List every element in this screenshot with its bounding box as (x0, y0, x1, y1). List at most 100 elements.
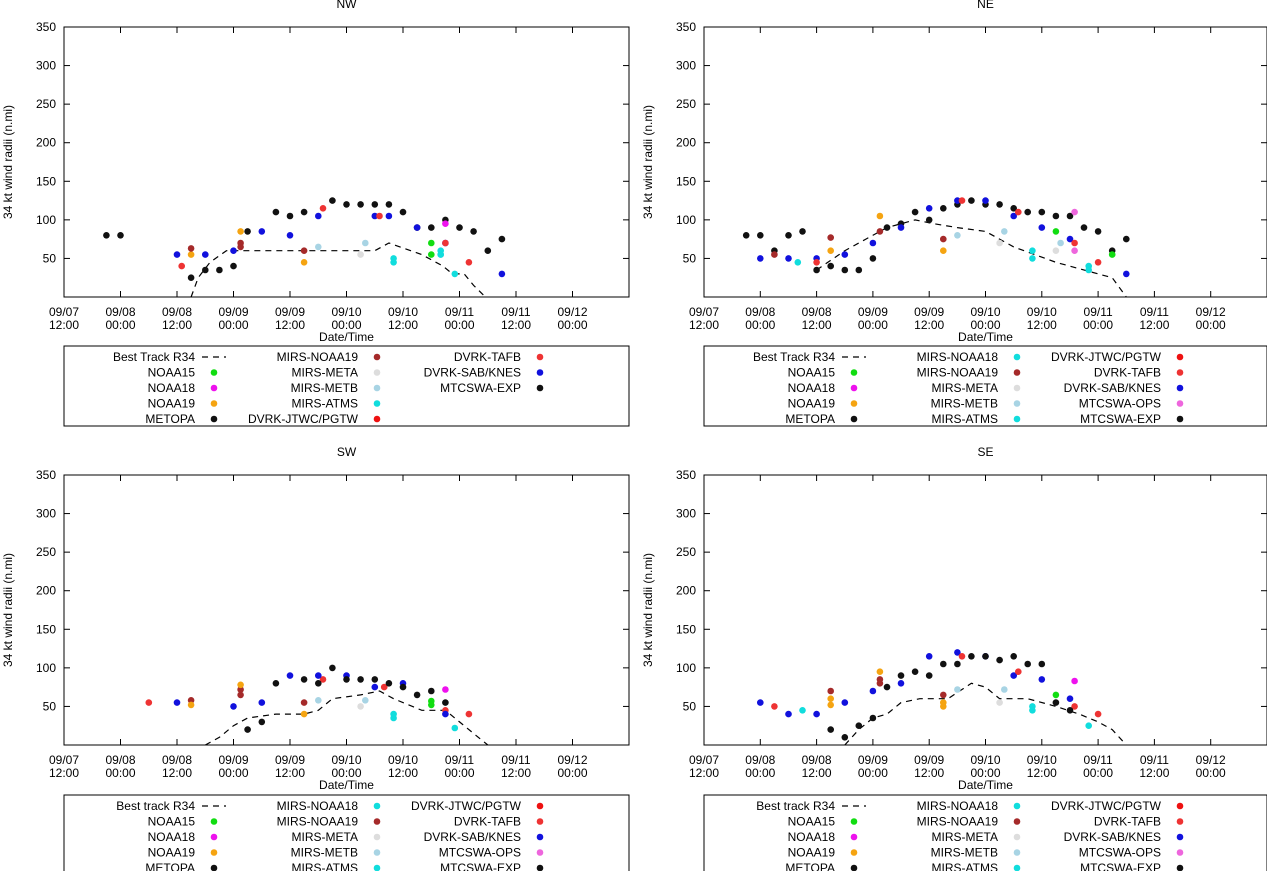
legend-label: NOAA18 (788, 381, 836, 395)
point-dvrk-sab-knes (1123, 270, 1130, 278)
point-mtcswa-exp (357, 676, 364, 683)
legend-swatch (536, 353, 544, 361)
point-dvrk-tafb (1015, 668, 1022, 675)
legend-swatch (1176, 415, 1184, 423)
point-dvrk-tafb (1094, 259, 1102, 266)
y-axis-label: 34 kt wind radii (n.mi) (1, 105, 15, 219)
point-dvrk-sab-knes (385, 212, 393, 220)
legend-label: DVRK-TAFB (454, 350, 521, 364)
legend-swatch (850, 415, 858, 423)
point-mtcswa-exp (996, 201, 1003, 208)
legend-swatch (373, 864, 381, 871)
point-mtcswa-exp (343, 201, 350, 208)
x-tick-label-time: 12:00 (802, 766, 832, 780)
point-dvrk-sab-knes (1066, 235, 1074, 243)
x-tick-label-time: 00:00 (331, 766, 361, 780)
point-mtcswa-exp (343, 676, 350, 683)
point-mirs-noaa19 (237, 691, 244, 699)
point-dvrk-sab-knes (841, 251, 849, 258)
legend-label: MTCSWA-OPS (439, 846, 521, 860)
point-mirs-meta (996, 699, 1003, 706)
x-tick-label-date: 09/09 (914, 753, 944, 767)
point-noaa19 (187, 701, 195, 709)
x-tick-label-date: 09/07 (49, 305, 79, 319)
point-mirs-meta (357, 251, 364, 258)
x-tick-label-date: 09/09 (858, 753, 888, 767)
legend-swatch (850, 400, 858, 407)
point-dvrk-sab-knes (925, 205, 933, 212)
point-mtcswa-exp (925, 216, 933, 224)
panel-title: SW (337, 445, 357, 459)
legend-label: MIRS-META (932, 381, 998, 395)
x-tick-label-time: 12:00 (162, 766, 192, 780)
legend-label: MIRS-NOAA18 (917, 799, 999, 813)
point-mirs-noaa18 (799, 707, 806, 714)
x-tick-label-time: 00:00 (1196, 766, 1226, 780)
x-tick-label-time: 12:00 (388, 766, 418, 780)
point-dvrk-sab-knes (841, 699, 849, 706)
y-tick-label: 50 (43, 699, 57, 713)
legend-swatch (1013, 849, 1021, 856)
x-tick-label-date: 09/07 (689, 753, 719, 767)
x-tick-label-date: 09/12 (557, 305, 587, 319)
point-noaa15 (428, 251, 435, 258)
point-mirs-atms (451, 270, 459, 278)
point-mirs-metb (1057, 239, 1064, 247)
point-mirs-metb (954, 686, 961, 693)
legend-label: NOAA19 (148, 397, 196, 411)
x-tick-label-date: 09/08 (745, 305, 775, 319)
point-dvrk-sab-knes (286, 232, 294, 239)
legend-label: NOAA18 (148, 830, 196, 844)
legend-label: MIRS-NOAA18 (277, 799, 359, 813)
best-track-line (816, 219, 1127, 297)
point-dvrk-tafb (1071, 703, 1078, 710)
point-dvrk-tafb (319, 205, 327, 212)
y-tick-label: 200 (676, 136, 696, 150)
x-tick-label-time: 12:00 (914, 318, 944, 332)
x-tick-label-date: 09/09 (275, 753, 305, 767)
y-axis-label: 34 kt wind radii (n.mi) (1, 553, 15, 667)
legend-label: Best track R34 (116, 799, 195, 813)
point-mirs-atms (390, 255, 397, 262)
point-mtcswa-exp (357, 201, 364, 208)
point-dvrk-sab-knes (785, 710, 792, 718)
point-noaa19 (940, 703, 947, 710)
x-tick-label-time: 00:00 (444, 766, 474, 780)
legend-label: MIRS-METB (291, 381, 358, 395)
legend-swatch (210, 415, 218, 423)
legend-label: MIRS-META (932, 830, 998, 844)
x-tick-label-date: 09/11 (445, 753, 474, 767)
x-tick-label-date: 09/07 (689, 305, 719, 319)
point-dvrk-sab-knes (813, 710, 820, 718)
x-axis-label: Date/Time (958, 330, 1013, 344)
point-mtcswa-exp (329, 197, 336, 204)
point-mtcswa-exp (498, 235, 506, 243)
point-mirs-metb (362, 697, 369, 704)
x-tick-label-date: 09/08 (162, 753, 192, 767)
legend-swatch (536, 369, 544, 376)
point-mtcswa-exp (925, 672, 933, 679)
point-dvrk-sab-knes (954, 197, 961, 204)
point-dvrk-sab-knes (442, 710, 449, 718)
legend-swatch (373, 400, 381, 407)
point-mirs-noaa19 (876, 228, 884, 235)
legend-label: METOPA (785, 861, 835, 871)
point-dvrk-tafb (771, 703, 778, 710)
point-mtcswa-exp (1024, 660, 1031, 668)
point-noaa19 (300, 259, 308, 266)
legend-swatch (850, 818, 858, 825)
point-mirs-atms (437, 251, 445, 258)
point-mtcswa-exp (300, 208, 308, 216)
point-mtcswa-exp (869, 714, 877, 722)
point-mirs-noaa18 (794, 259, 802, 266)
legend-swatch (1013, 802, 1021, 810)
point-mtcswa-exp (399, 208, 407, 216)
point-mtcswa-exp (982, 653, 989, 660)
y-tick-label: 300 (36, 59, 56, 73)
legend-label: MIRS-NOAA18 (917, 350, 999, 364)
point-dvrk-sab-knes (869, 239, 877, 247)
legend-label: Best track R34 (756, 799, 835, 813)
point-noaa15 (1052, 691, 1060, 699)
y-tick-label: 200 (676, 584, 696, 598)
legend-label: DVRK-JTWC/PGTW (1051, 799, 1162, 813)
